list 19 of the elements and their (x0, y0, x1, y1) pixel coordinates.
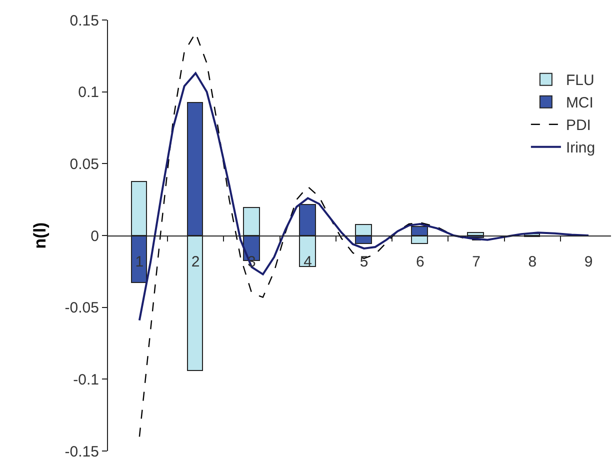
y-tick-label: -0.05 (64, 300, 99, 317)
y-tick-label: 0 (90, 228, 99, 245)
x-tick-label: 2 (191, 254, 200, 270)
y-axis-title: n(l) (30, 222, 50, 249)
x-tick-label: 6 (416, 254, 424, 270)
y-tick-label: -0.15 (64, 443, 99, 460)
x-tick-label: 5 (360, 254, 368, 270)
y-tick-label: 0.1 (78, 84, 99, 102)
x-tick-label: 7 (472, 254, 480, 270)
y-tick-label: -0.1 (73, 371, 99, 388)
x-tick-label: 8 (528, 254, 537, 270)
y-tick-label: 0.05 (70, 156, 99, 173)
legend-label: PDI (566, 117, 591, 134)
legend-label: FLU (566, 72, 594, 90)
legend-label: Iring (566, 140, 596, 157)
y-tick-label: 0.15 (70, 12, 99, 30)
x-tick-label: 9 (584, 254, 593, 270)
x-tick-label: 1 (135, 254, 144, 270)
legend-label: MCI (566, 94, 594, 112)
